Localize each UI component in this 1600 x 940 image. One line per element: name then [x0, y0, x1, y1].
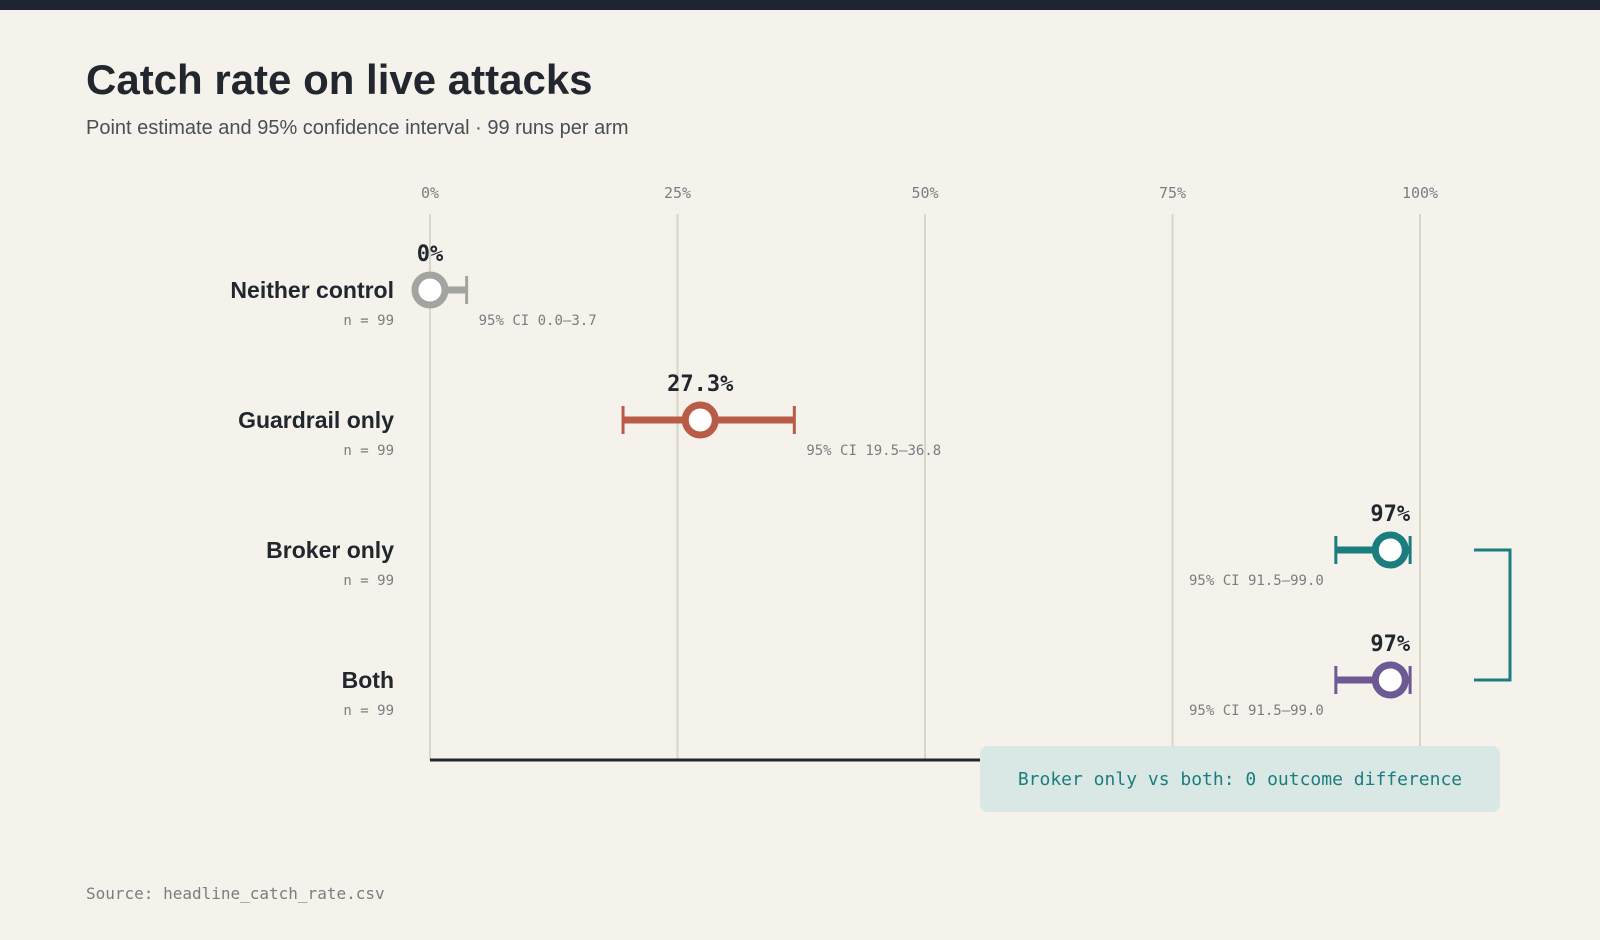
value-label: 27.3% — [667, 372, 734, 397]
row-n-label: n = 99 — [343, 573, 394, 589]
comparison-bracket — [1474, 548, 1512, 682]
ci-label: 95% CI 91.5–99.0 — [1189, 703, 1324, 719]
callout-text: Broker only vs both: 0 outcome differenc… — [1017, 768, 1463, 790]
x-tick-label: 75% — [1159, 184, 1186, 202]
callout-box: Broker only vs both: 0 outcome differenc… — [980, 746, 1500, 812]
row-n-label: n = 99 — [343, 313, 394, 329]
chart-title: Catch rate on live attacks — [86, 56, 593, 103]
row-n-label: n = 99 — [343, 703, 394, 719]
ci-label: 95% CI 19.5–36.8 — [806, 443, 941, 459]
row-label: Neither control — [230, 277, 394, 303]
chart-subtitle: Point estimate and 95% confidence interv… — [86, 117, 629, 139]
row-label: Broker only — [266, 537, 394, 563]
value-label: 97% — [1370, 632, 1410, 657]
point-estimate — [411, 271, 449, 309]
row-label: Both — [342, 667, 394, 693]
point-estimate — [1371, 661, 1409, 699]
ci-label: 95% CI 91.5–99.0 — [1189, 573, 1324, 589]
x-tick-label: 0% — [421, 184, 439, 202]
x-tick-label: 50% — [911, 184, 938, 202]
row-label: Guardrail only — [238, 407, 394, 433]
x-tick-label: 25% — [664, 184, 691, 202]
point-estimate — [1371, 531, 1409, 569]
point-estimate — [681, 401, 719, 439]
row-n-label: n = 99 — [343, 443, 394, 459]
x-tick-label: 100% — [1402, 184, 1438, 202]
value-label: 97% — [1370, 502, 1410, 527]
top-bar — [0, 0, 1600, 10]
ci-label: 95% CI 0.0–3.7 — [479, 313, 597, 329]
source-note: Source: headline_catch_rate.csv — [86, 884, 385, 903]
value-label: 0% — [417, 242, 444, 267]
